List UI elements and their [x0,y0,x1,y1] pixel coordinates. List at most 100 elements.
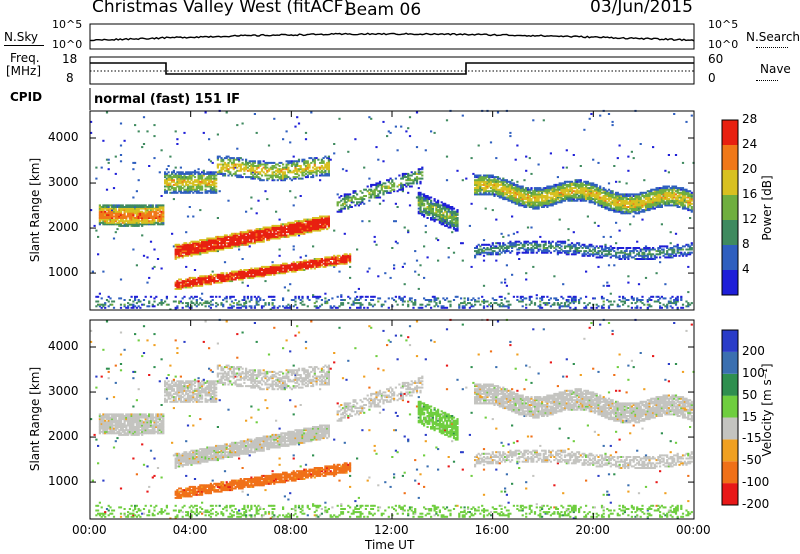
power-cell [276,235,279,238]
power-cell [500,187,503,190]
power-cell [537,245,540,248]
power-cell [241,237,244,240]
power-cell [292,232,295,235]
power-cell [174,188,177,191]
power-cell [241,299,244,301]
power-cell [276,163,279,166]
power-cell [516,191,519,194]
power-cell [523,179,526,182]
power-cell [507,234,510,237]
power-cell [141,224,144,227]
power-cell [141,207,144,210]
power-cell [156,220,160,223]
power-cell [526,191,530,194]
power-cell [262,231,265,234]
power-cell [393,267,396,270]
power-cell [172,188,175,191]
power-cell [267,144,271,147]
power-cell [570,199,574,202]
power-cell [343,256,346,259]
power-cell [567,239,570,242]
power-cell [142,223,146,226]
power-cell [282,297,285,300]
power-cell [144,223,147,226]
power-cell [454,221,457,224]
power-cell [491,174,494,177]
power-cell [216,250,219,253]
power-cell [548,199,551,202]
power-cell [444,215,447,218]
power-cell [119,220,123,223]
power-cell [179,171,182,174]
power-cell [505,185,508,188]
power-cell [178,254,181,257]
power-cell [241,272,244,275]
power-cell [241,305,244,308]
power-cell [132,305,135,308]
power-cell [199,283,202,286]
power-cell [253,161,256,164]
power-cell [356,302,359,305]
power-cell [246,275,249,278]
power-cell [410,174,413,177]
power-cell [229,245,232,248]
power-cell [195,284,198,287]
power-cell [528,201,531,204]
power-cell [289,221,292,224]
power-cell [333,264,336,267]
power-cell [253,165,256,167]
power-cell [209,240,212,243]
power-cell [144,221,147,224]
power-cell [206,182,209,185]
power-cell [541,306,544,309]
power-cell [236,272,239,275]
power-cell [310,218,313,221]
power-cell [570,245,574,248]
power-cell [290,264,293,267]
power-cell [111,204,114,207]
power-cell [586,195,589,197]
power-cell [275,210,278,213]
power-cell [285,176,288,179]
power-cell [549,305,552,308]
power-cell [479,180,482,183]
power-cell [541,190,544,193]
power-cell [477,188,480,191]
power-cell [137,207,140,210]
power-cell [171,177,174,180]
power-cell [208,179,211,182]
power-cell [296,261,299,264]
power-cell [475,182,478,185]
power-cell [482,180,486,183]
power-cell [306,267,309,270]
power-cell [456,213,459,216]
power-cell [197,183,200,186]
power-cell [98,221,101,224]
power-cell [178,287,181,290]
power-cell [107,305,110,308]
power-cell [199,245,202,248]
power-cell [479,174,482,177]
power-cell [171,172,174,175]
power-cell [306,261,309,264]
power-cell [551,185,554,188]
power-cell [259,272,262,275]
power-cell [197,240,200,243]
power-cell [185,177,188,180]
power-cell [576,196,579,199]
power-cell [119,306,123,309]
power-cell [218,278,221,281]
power-cell [537,190,540,193]
power-cell [188,182,191,185]
power-cell [167,185,170,188]
power-cell [502,305,505,308]
power-cell [313,264,316,267]
power-cell [98,292,101,295]
power-cell [188,281,191,284]
power-cell [583,251,586,254]
power-cell [482,299,486,301]
power-cell [144,209,147,212]
power-cell [278,177,281,180]
power-cell [107,295,110,298]
power-cell [248,234,251,237]
